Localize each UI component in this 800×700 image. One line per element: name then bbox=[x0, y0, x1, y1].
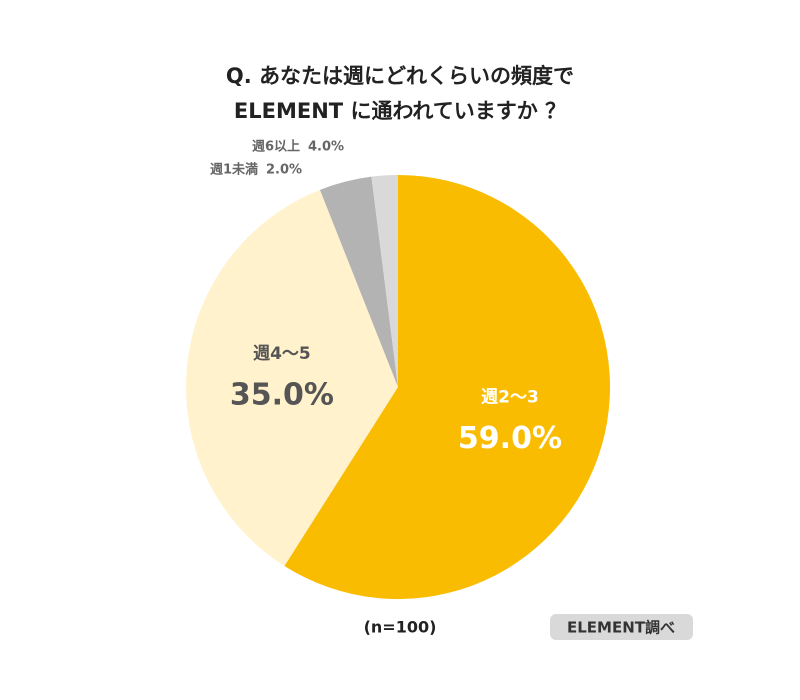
source: ELEMENT調べ bbox=[567, 619, 675, 637]
pie-slice bbox=[284, 175, 611, 599]
slice-value-label: 59.0% bbox=[458, 421, 562, 456]
slice-category-label: 週1未満 bbox=[210, 162, 258, 178]
chart-title: Q. あなたは週にどれくらいの頻度で bbox=[226, 64, 574, 88]
slice-value-label: 4.0% bbox=[308, 140, 344, 155]
slice-value-label: 35.0% bbox=[230, 378, 334, 413]
pie-slice bbox=[319, 176, 398, 387]
slice-category-label: 週4〜5 bbox=[253, 344, 311, 364]
slice-category-label: 週2〜3 bbox=[481, 388, 539, 408]
pie-slice bbox=[186, 189, 398, 566]
chart-title: ELEMENT に通われていますか ？ bbox=[234, 99, 566, 123]
source-badge bbox=[550, 614, 693, 640]
sample-note: (n=100) bbox=[364, 618, 437, 637]
slice-value-label: 2.0% bbox=[266, 163, 302, 178]
pie-slice bbox=[371, 175, 398, 387]
slice-category-label: 週6以上 bbox=[252, 140, 300, 155]
